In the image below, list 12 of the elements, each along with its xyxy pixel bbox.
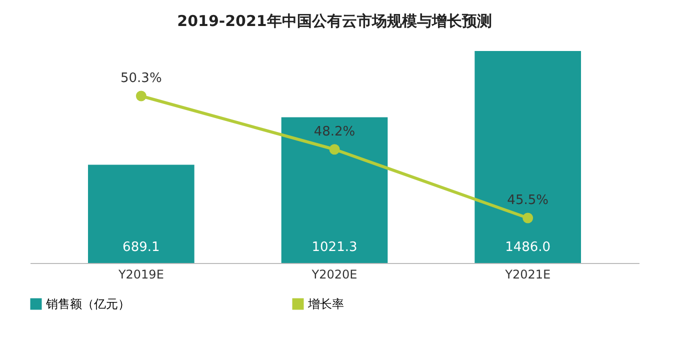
data-label: 1021.3: [312, 240, 358, 255]
legend-label: 增长率: [307, 297, 344, 311]
legend-label: 销售额（亿元）: [45, 297, 130, 311]
chart-title: 2019-2021年中国公有云市场规模与增长预测: [177, 12, 492, 30]
data-label: 689.1: [122, 240, 160, 255]
data-label: 1486.0: [505, 240, 551, 255]
x-tick-label: Y2021E: [504, 268, 551, 282]
x-tick-label: Y2019E: [117, 268, 164, 282]
data-label: 48.2%: [314, 124, 356, 140]
x-tick-label: Y2020E: [310, 268, 358, 282]
data-label: 45.5%: [507, 193, 548, 208]
data-label: 50.3%: [120, 71, 162, 86]
